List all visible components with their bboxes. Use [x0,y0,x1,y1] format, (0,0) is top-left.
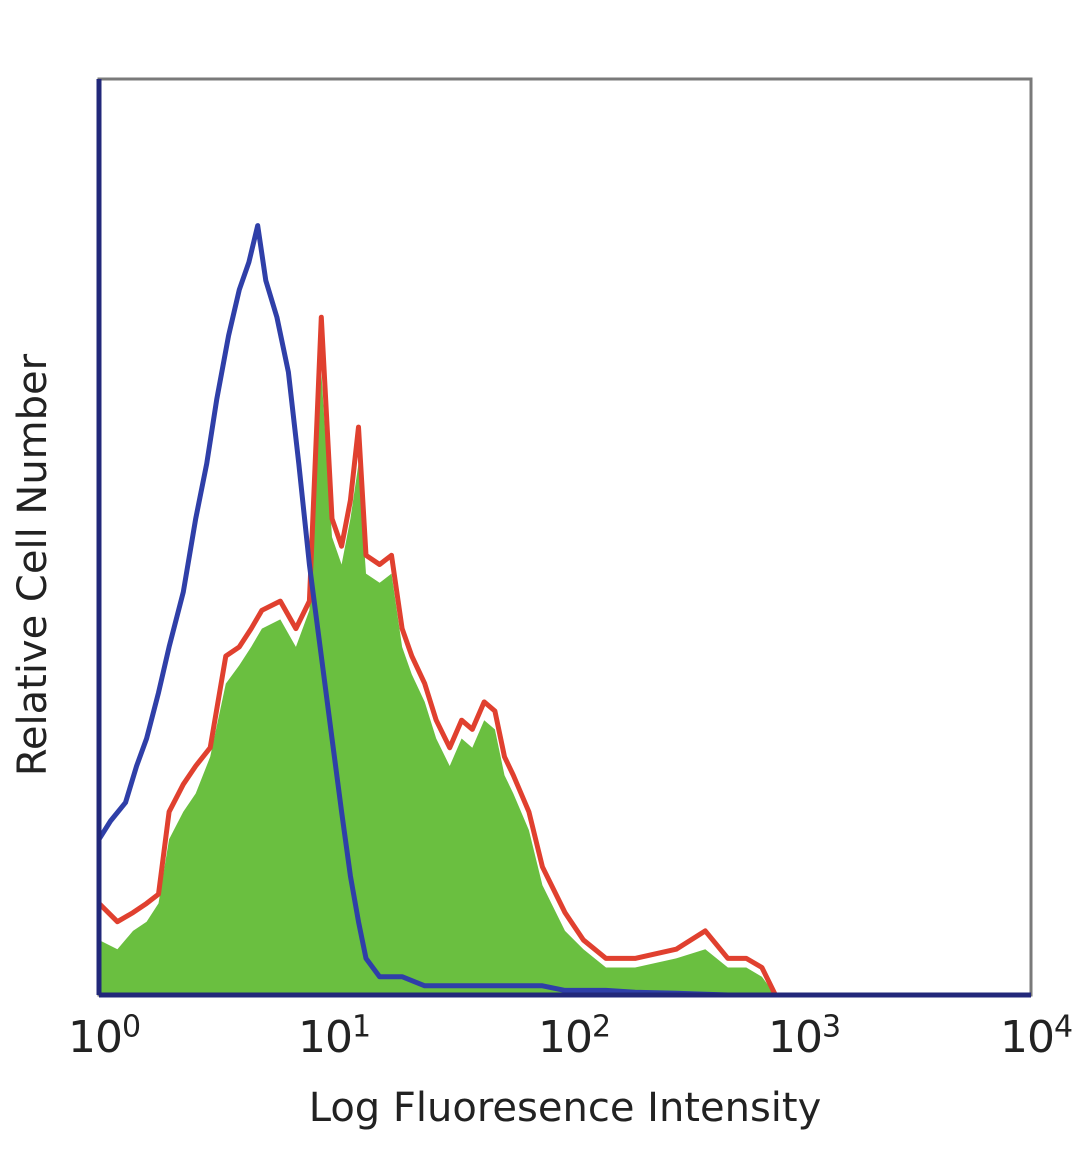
x-tick-label-3: 103 [768,1009,841,1063]
x-axis-label: Log Fluoresence Intensity [308,1085,822,1131]
series-2-area [99,372,776,996]
x-tick-label-2: 102 [538,1009,611,1063]
series-layer [96,223,778,998]
series-1-line [97,314,778,997]
x-tick-label-0: 100 [68,1009,141,1063]
y-axis-label: Relative Cell Number [10,353,56,777]
x-tick-label-1: 101 [298,1009,371,1063]
series-0-line [96,223,728,998]
x-tick-label-4: 104 [1000,1009,1073,1063]
